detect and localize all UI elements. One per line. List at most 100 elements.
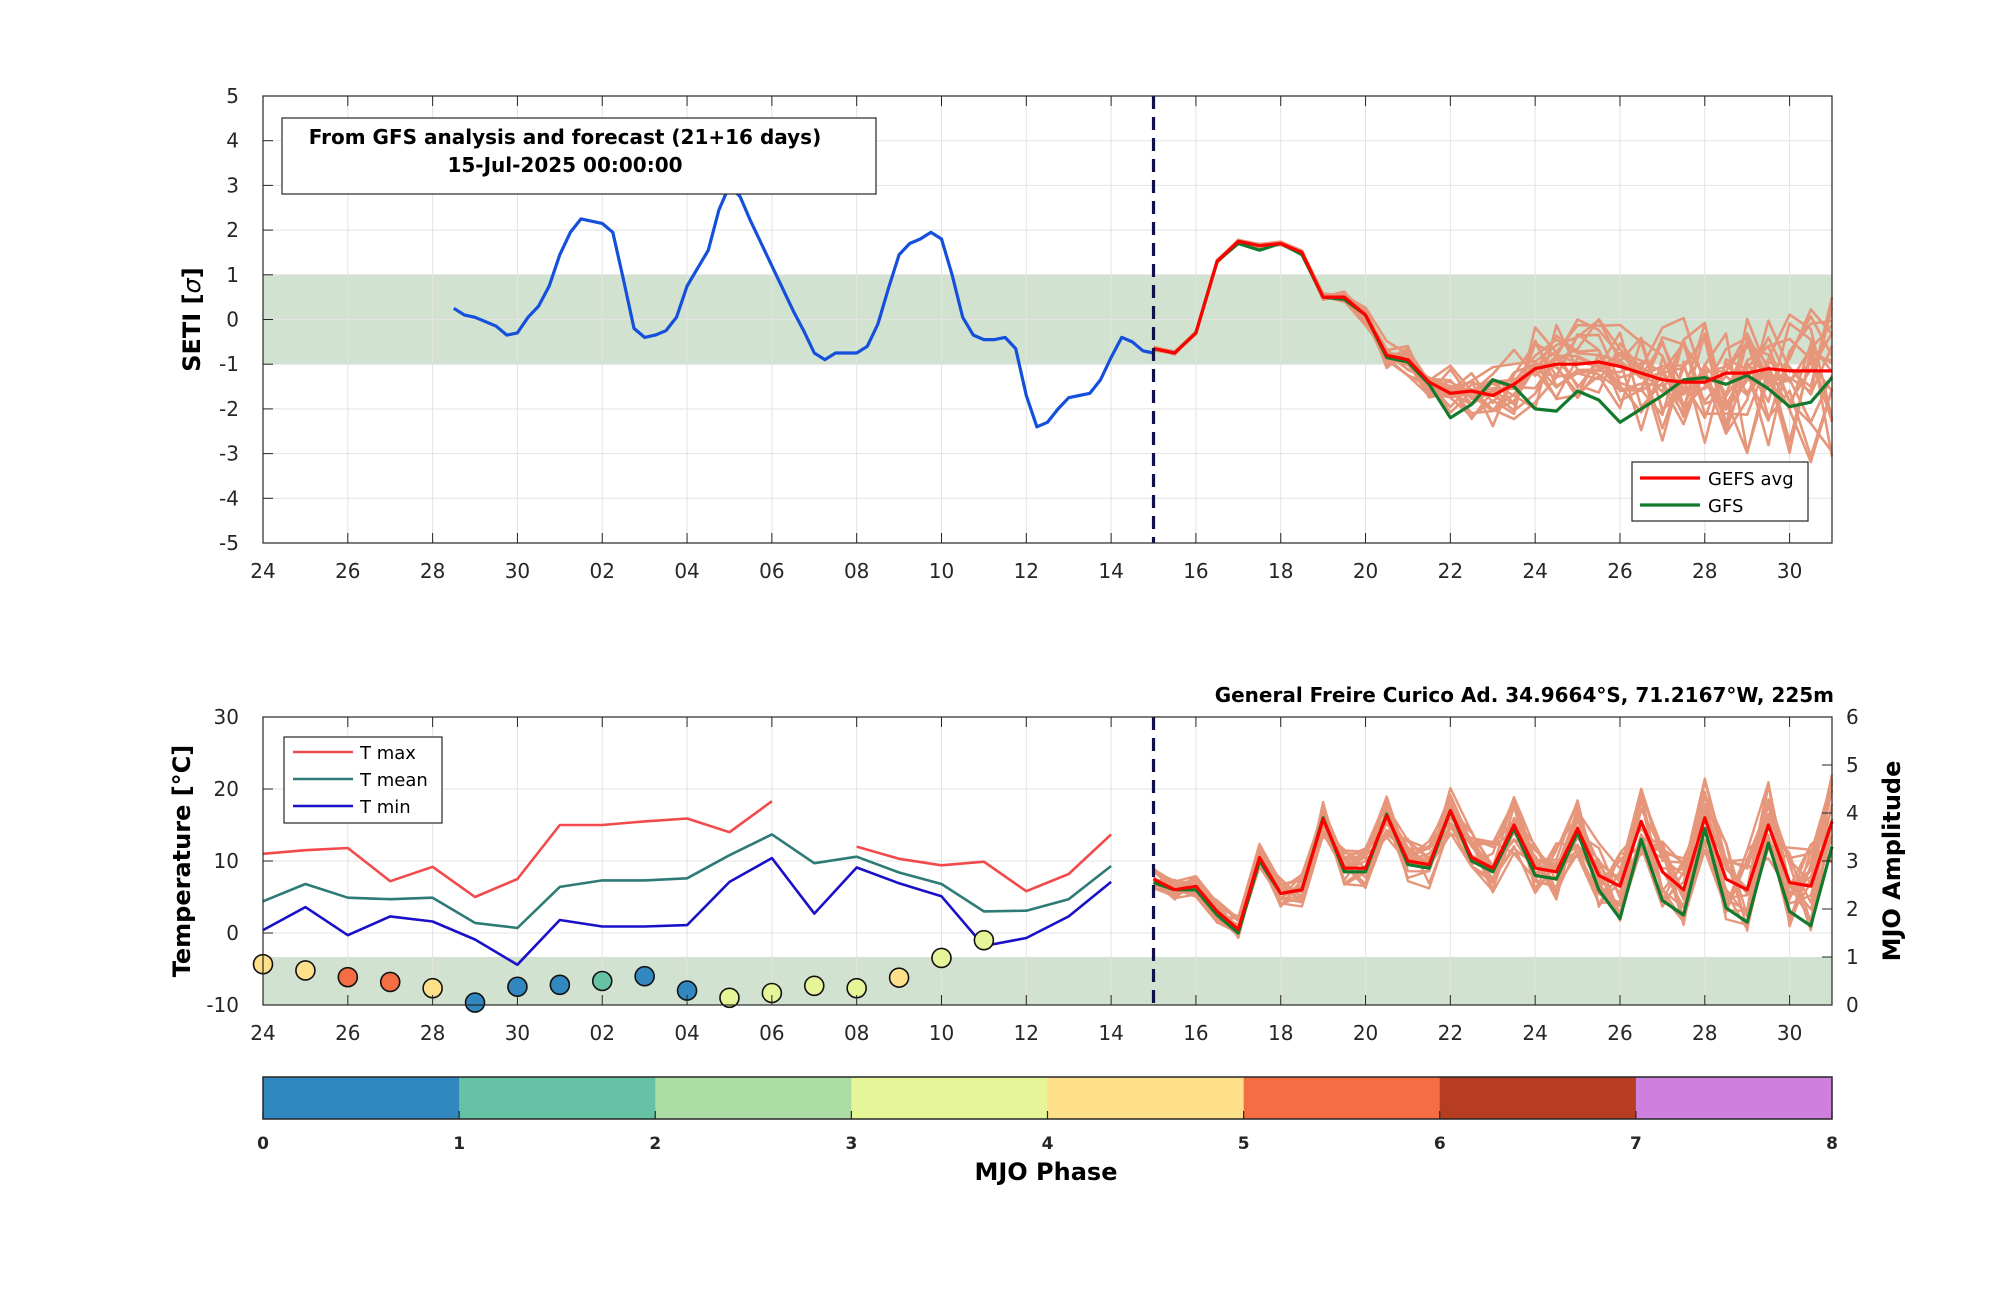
temperature-panel: 24 26 28 30 02 04 06 08 10 12 14 16 18 20 22 24 26 28 30-1… — [168, 683, 1906, 1045]
x-tick-label: 26 — [335, 559, 360, 583]
x-tick-label: 24 — [250, 1021, 275, 1045]
colorbar-cell-phase-5 — [1243, 1077, 1441, 1119]
colorbar-cell-phase-4 — [1047, 1077, 1245, 1119]
x-tick-label: 30 — [505, 559, 530, 583]
mjo-phase-marker — [634, 965, 655, 987]
x-tick-label: 12 — [1014, 1021, 1039, 1045]
x-tick-label: 28 — [420, 559, 445, 583]
y2-tick-label: 2 — [1846, 897, 1859, 921]
x-tick-label: 24 — [250, 559, 275, 583]
y-tick-label: 30 — [214, 705, 239, 729]
x-tick-label: 24 — [1522, 559, 1547, 583]
mjo-phase-marker — [973, 929, 995, 951]
seti-observed-line — [452, 183, 1154, 429]
colorbar-cell-phase-0 — [263, 1077, 460, 1119]
x-tick-label: 06 — [759, 559, 784, 583]
y-tick-label: -3 — [219, 442, 239, 466]
x-tick-label: 16 — [1183, 1021, 1208, 1045]
y2-tick-label: 0 — [1846, 993, 1859, 1017]
x-tick-label: 08 — [844, 559, 869, 583]
mjo-phase-marker — [295, 960, 316, 981]
colorbar-cell-phase-1 — [459, 1077, 656, 1119]
x-tick-label: 18 — [1268, 559, 1293, 583]
colorbar-tick-label: 3 — [845, 1134, 857, 1154]
y-tick-label: -1 — [219, 352, 239, 376]
seti-annotation-box: From GFS analysis and forecast (21+16 da… — [281, 117, 877, 195]
mjo-phase-marker — [464, 992, 486, 1013]
mjo-phase-marker — [888, 967, 910, 988]
x-tick-label: 04 — [674, 1021, 699, 1045]
y-tick-label: -2 — [219, 397, 239, 421]
x-tick-label: 26 — [1607, 1021, 1632, 1045]
x-tick-label: 10 — [929, 1021, 954, 1045]
y-tick-label: 5 — [226, 84, 239, 108]
x-tick-label: 30 — [505, 1021, 530, 1045]
legend-gfs-label: GFS — [1708, 496, 1743, 517]
colorbar-label: MJO Phase — [974, 1158, 1117, 1186]
seti-panel: 24 26 28 30 02 04 06 08 10 12 14 16 18 20 22 24 26 28 30-5… — [178, 84, 1834, 583]
seti-legend-frame — [1631, 461, 1809, 522]
legend-tmax-label: T max — [359, 743, 416, 764]
x-tick-label: 24 — [1522, 1021, 1547, 1045]
mjo-phase-marker — [719, 987, 740, 1009]
mjo-phase-marker — [591, 970, 613, 992]
x-tick-label: 26 — [1607, 559, 1632, 583]
seti-y-axis-label-end: ] — [178, 267, 206, 278]
x-tick-label: 12 — [1014, 559, 1039, 583]
seti-y-axis-label: SETI [σ] — [178, 267, 206, 372]
colorbar-tick-label: 8 — [1826, 1134, 1838, 1154]
x-tick-label: 18 — [1268, 1021, 1293, 1045]
mjo-amplitude-band — [263, 957, 1832, 1005]
y2-tick-label: 3 — [1846, 849, 1859, 873]
seti-series — [452, 183, 1834, 429]
annotation-line-1: From GFS analysis and forecast (21+16 da… — [309, 125, 821, 149]
station-title: General Freire Curico Ad. 34.9664°S, 71.… — [1215, 683, 1834, 707]
x-tick-label: 08 — [844, 1021, 869, 1045]
mjo-phase-marker — [379, 971, 401, 993]
y-tick-label: 1 — [226, 263, 239, 287]
mjo-phase-colorbar: 0 1 2 3 4 5 6 7 8 MJO Phase — [257, 1076, 1838, 1186]
mjo-phase-marker — [507, 976, 528, 998]
annotation-line-2: 15-Jul-2025 00:00:00 — [447, 153, 682, 177]
x-tick-label: 30 — [1777, 559, 1802, 583]
legend-gefs-avg-label: GEFS avg — [1708, 469, 1794, 490]
legend-tmean-label: T mean — [359, 770, 428, 791]
mjo-phase-markers — [252, 929, 995, 1013]
tmin-line — [262, 856, 1112, 966]
temperature-axis-ticks: 24 26 28 30 02 04 06 08 10 12 14 16 18 20 22 24 26 28 30-1… — [206, 705, 1858, 1045]
x-tick-label: 14 — [1098, 559, 1123, 583]
x-tick-label: 04 — [674, 559, 699, 583]
y2-tick-label: 1 — [1846, 945, 1859, 969]
y-tick-label: 3 — [226, 173, 239, 197]
y2-tick-label: 4 — [1846, 801, 1859, 825]
legend-tmin-label: T min — [359, 797, 411, 818]
x-tick-label: 16 — [1183, 559, 1208, 583]
colorbar-cells — [263, 1077, 1833, 1119]
x-tick-label: 06 — [759, 1021, 784, 1045]
x-tick-label: 20 — [1353, 559, 1378, 583]
y-tick-label: -10 — [206, 993, 239, 1017]
x-tick-label: 10 — [929, 559, 954, 583]
y-tick-label: 2 — [226, 218, 239, 242]
mjo-phase-marker — [549, 974, 571, 996]
x-tick-label: 02 — [590, 559, 615, 583]
colorbar-tick-label: 2 — [649, 1134, 661, 1154]
y-tick-label: -5 — [219, 531, 239, 555]
y2-tick-label: 5 — [1846, 753, 1859, 777]
mjo-phase-marker — [803, 975, 825, 997]
temperature-gefs-avg-line — [1152, 809, 1834, 931]
temperature-legend: T max T mean T min — [283, 736, 443, 824]
y-tick-label: 10 — [214, 849, 239, 873]
colorbar-tick-label: 5 — [1238, 1134, 1250, 1154]
x-tick-label: 26 — [335, 1021, 360, 1045]
x-tick-label: 20 — [1353, 1021, 1378, 1045]
colorbar-cell-phase-3 — [851, 1077, 1048, 1119]
x-tick-label: 22 — [1438, 1021, 1463, 1045]
colorbar-cell-phase-7 — [1635, 1077, 1833, 1119]
colorbar-tick-label: 0 — [257, 1134, 269, 1154]
seti-legend: GEFS avg GFS — [1631, 461, 1809, 522]
tmax-line — [856, 833, 1112, 893]
seti-axis-ticks: 24 26 28 30 02 04 06 08 10 12 14 16 18 20 22 24 26 28 30-5… — [219, 84, 1802, 583]
y-tick-label: 20 — [214, 777, 239, 801]
